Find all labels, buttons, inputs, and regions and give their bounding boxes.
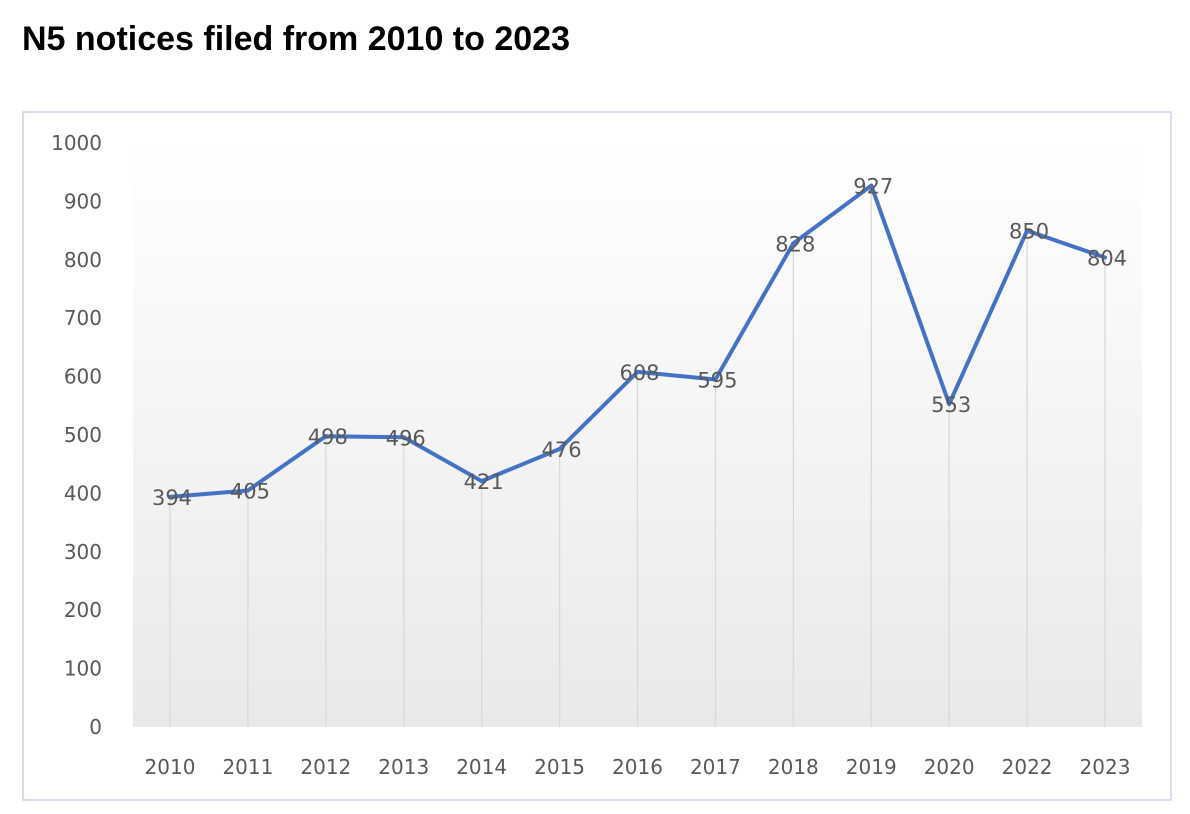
data-labels: 394 405 498 496 421 476 608 595 828 927 553 850 804 — [152, 175, 1127, 510]
y-tick-label: 100 — [64, 657, 102, 681]
data-point — [245, 488, 250, 493]
y-tick-label: 500 — [64, 423, 102, 447]
data-label: 608 — [619, 361, 659, 385]
data-label: 927 — [853, 175, 893, 199]
y-axis: 0 100 200 300 400 500 600 700 800 900 1000 — [51, 131, 102, 739]
data-point — [1025, 228, 1030, 233]
x-tick-label: 2010 — [145, 755, 196, 779]
data-point — [791, 241, 796, 246]
data-point — [557, 447, 562, 452]
x-tick-label: 2018 — [768, 755, 819, 779]
data-point — [713, 377, 718, 382]
y-tick-label: 600 — [64, 365, 102, 389]
y-tick-label: 700 — [64, 306, 102, 330]
data-point — [323, 434, 328, 439]
x-tick-label: 2014 — [456, 755, 507, 779]
data-point — [168, 494, 172, 499]
data-label: 828 — [775, 232, 815, 256]
data-point — [869, 183, 874, 188]
data-point — [479, 479, 484, 484]
x-tick-label: 2016 — [612, 755, 663, 779]
data-point — [635, 369, 640, 374]
data-point — [947, 402, 952, 407]
data-point — [401, 435, 406, 440]
data-label: 476 — [542, 438, 582, 462]
y-tick-label: 400 — [64, 481, 102, 505]
data-label: 553 — [931, 393, 971, 417]
x-tick-label: 2022 — [1002, 755, 1053, 779]
x-tick-label: 2019 — [846, 755, 897, 779]
y-tick-label: 200 — [64, 598, 102, 622]
grid-lines — [169, 185, 1106, 727]
x-tick-label: 2020 — [924, 755, 975, 779]
data-label: 595 — [697, 369, 737, 393]
x-tick-label: 2015 — [534, 755, 585, 779]
y-tick-label: 900 — [64, 189, 102, 213]
data-label: 498 — [308, 425, 348, 449]
data-label: 850 — [1009, 220, 1049, 244]
x-tick-label: 2023 — [1080, 755, 1131, 779]
data-label: 394 — [152, 486, 192, 510]
x-tick-label: 2011 — [222, 755, 273, 779]
y-tick-label: 0 — [89, 715, 102, 739]
y-tick-label: 800 — [64, 248, 102, 272]
x-tick-label: 2013 — [378, 755, 429, 779]
y-tick-label: 1000 — [51, 131, 102, 155]
data-label: 804 — [1087, 246, 1127, 270]
data-label: 405 — [230, 479, 270, 503]
x-tick-label: 2012 — [300, 755, 351, 779]
y-tick-label: 300 — [64, 540, 102, 564]
series-layer — [168, 183, 1107, 499]
x-axis: 2010 2011 2012 2013 2014 2015 2016 2017 2018 2019… — [145, 755, 1131, 779]
page-title: N5 notices filed from 2010 to 2023 — [22, 20, 570, 58]
data-label: 421 — [464, 470, 504, 494]
data-point — [1103, 255, 1107, 260]
data-label: 496 — [386, 426, 426, 450]
chart-frame: 0 100 200 300 400 500 600 700 800 900 1000 2010 201… — [22, 111, 1172, 801]
x-tick-label: 2017 — [690, 755, 741, 779]
